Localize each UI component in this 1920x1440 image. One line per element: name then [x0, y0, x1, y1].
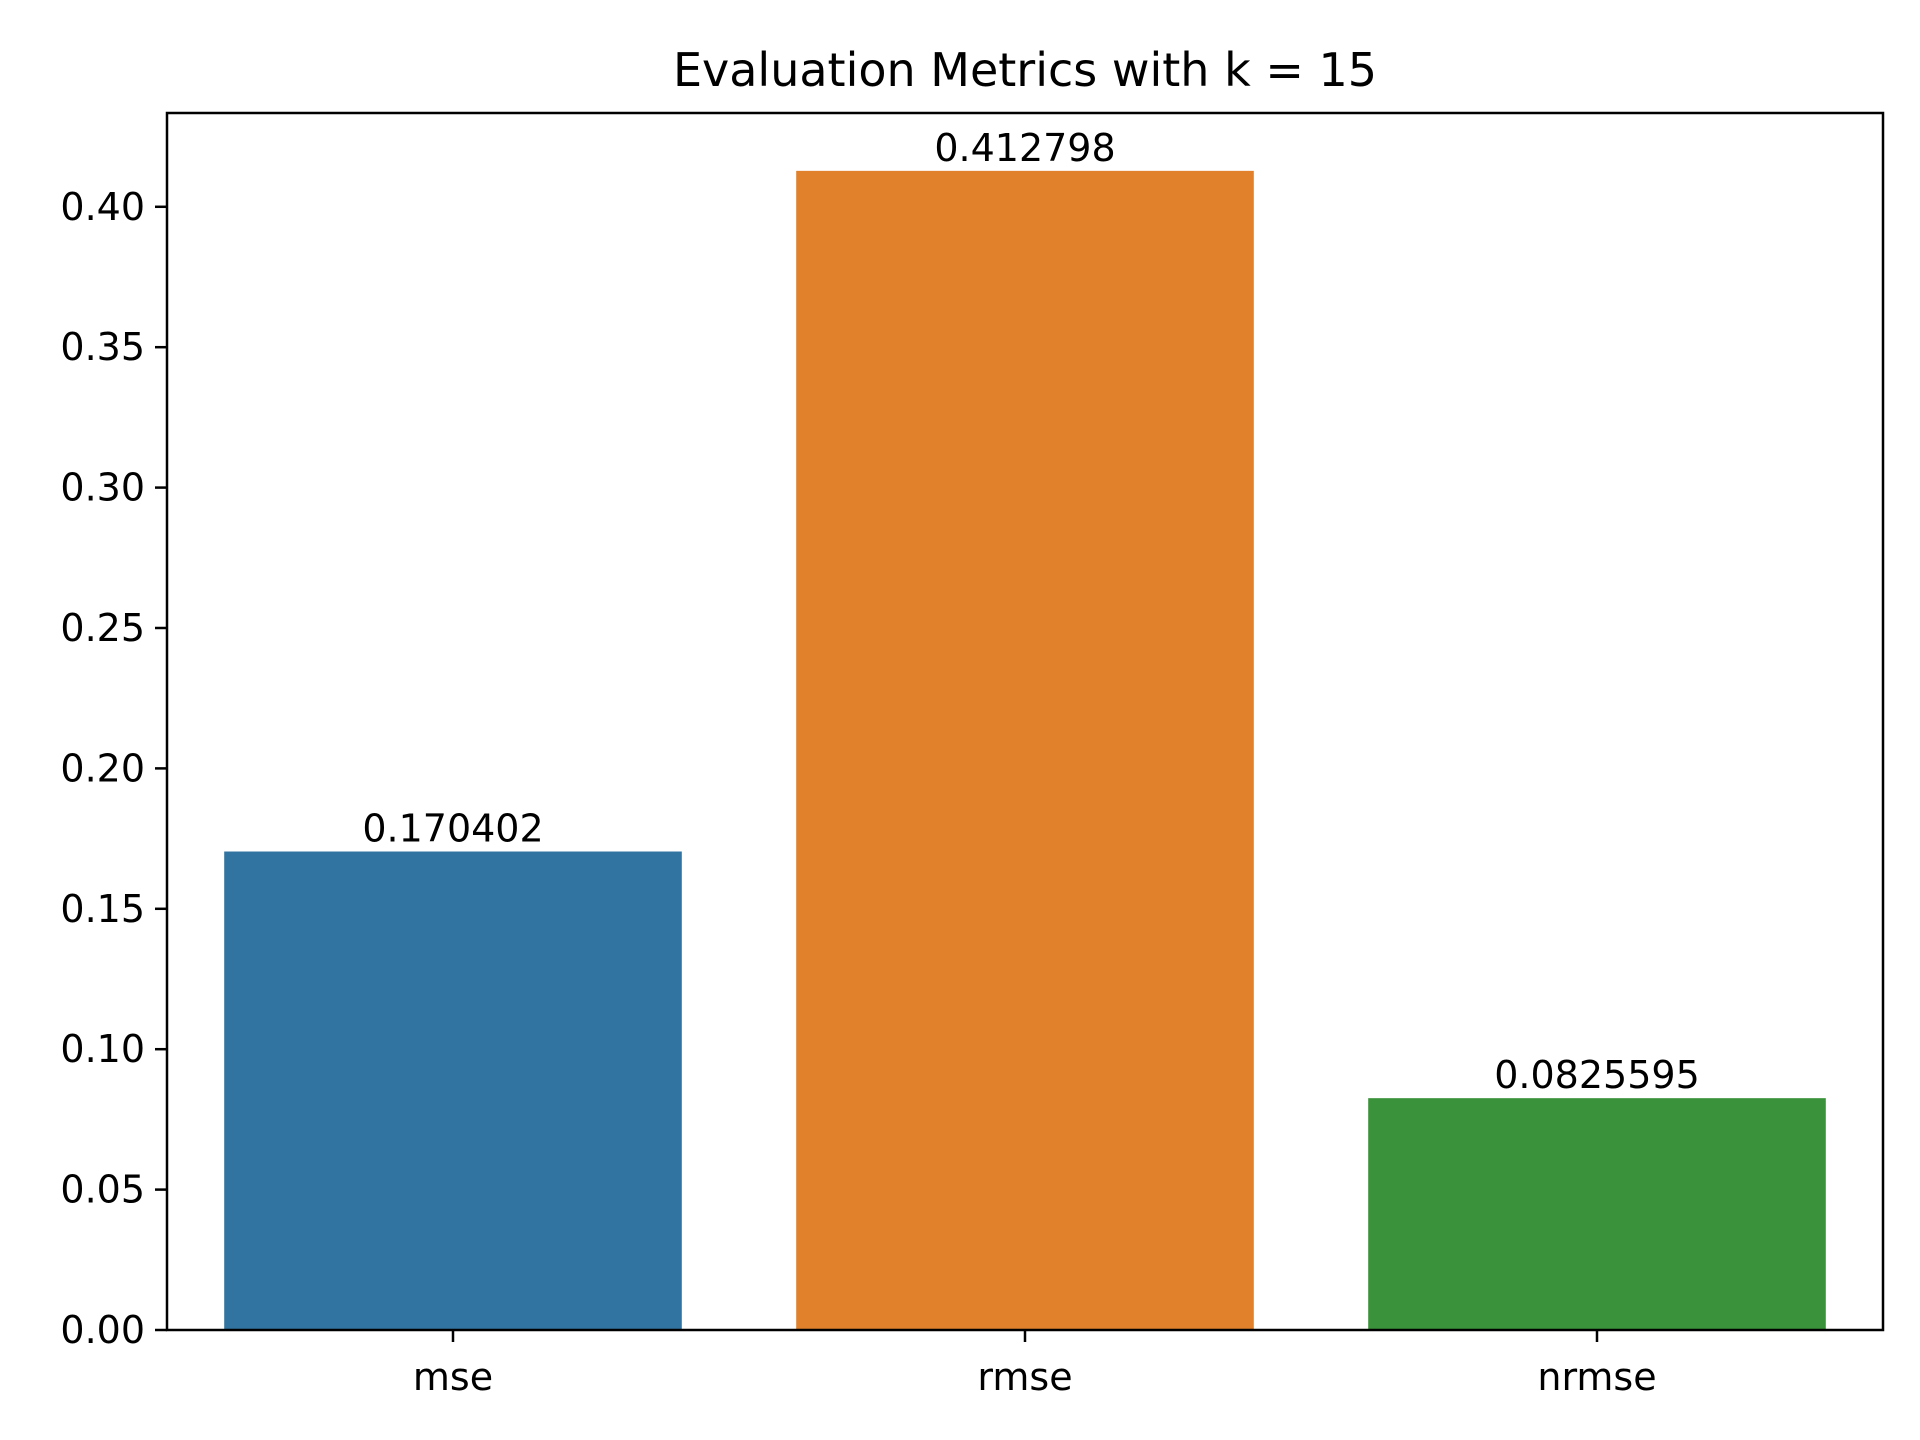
- y-tick-label: 0.15: [60, 887, 145, 931]
- chart-title: Evaluation Metrics with k = 15: [673, 43, 1377, 97]
- y-tick-label: 0.20: [60, 746, 145, 790]
- x-tick-label-rmse: rmse: [977, 1355, 1072, 1399]
- y-tick-label: 0.30: [60, 466, 145, 510]
- x-tick-label-mse: mse: [413, 1355, 493, 1399]
- plot-area-frame: [165, 111, 1885, 1332]
- data-labels-layer: 0.170402 0.412798 0.0825595: [362, 126, 1699, 1097]
- y-tick-label: 0.00: [60, 1308, 145, 1352]
- data-label-rmse: 0.412798: [934, 126, 1115, 170]
- x-tick-label-nrmse: nrmse: [1537, 1355, 1656, 1399]
- bars-layer: [224, 170, 1826, 1330]
- x-axis: mse rmse nrmse: [413, 1330, 1657, 1399]
- y-tick-label: 0.25: [60, 606, 145, 650]
- y-tick-label: 0.10: [60, 1027, 145, 1071]
- data-label-nrmse: 0.0825595: [1494, 1053, 1700, 1097]
- y-axis: 0.00 0.05 0.10 0.15 0.20 0.25 0.30 0.35 0.40: [60, 185, 167, 1352]
- y-tick-label: 0.40: [60, 185, 145, 229]
- y-tick-label: 0.05: [60, 1168, 145, 1212]
- y-tick-label: 0.35: [60, 325, 145, 369]
- bar-mse: [224, 851, 682, 1330]
- bar-rmse: [796, 170, 1254, 1330]
- bar-nrmse: [1368, 1098, 1826, 1330]
- data-label-mse: 0.170402: [362, 807, 543, 851]
